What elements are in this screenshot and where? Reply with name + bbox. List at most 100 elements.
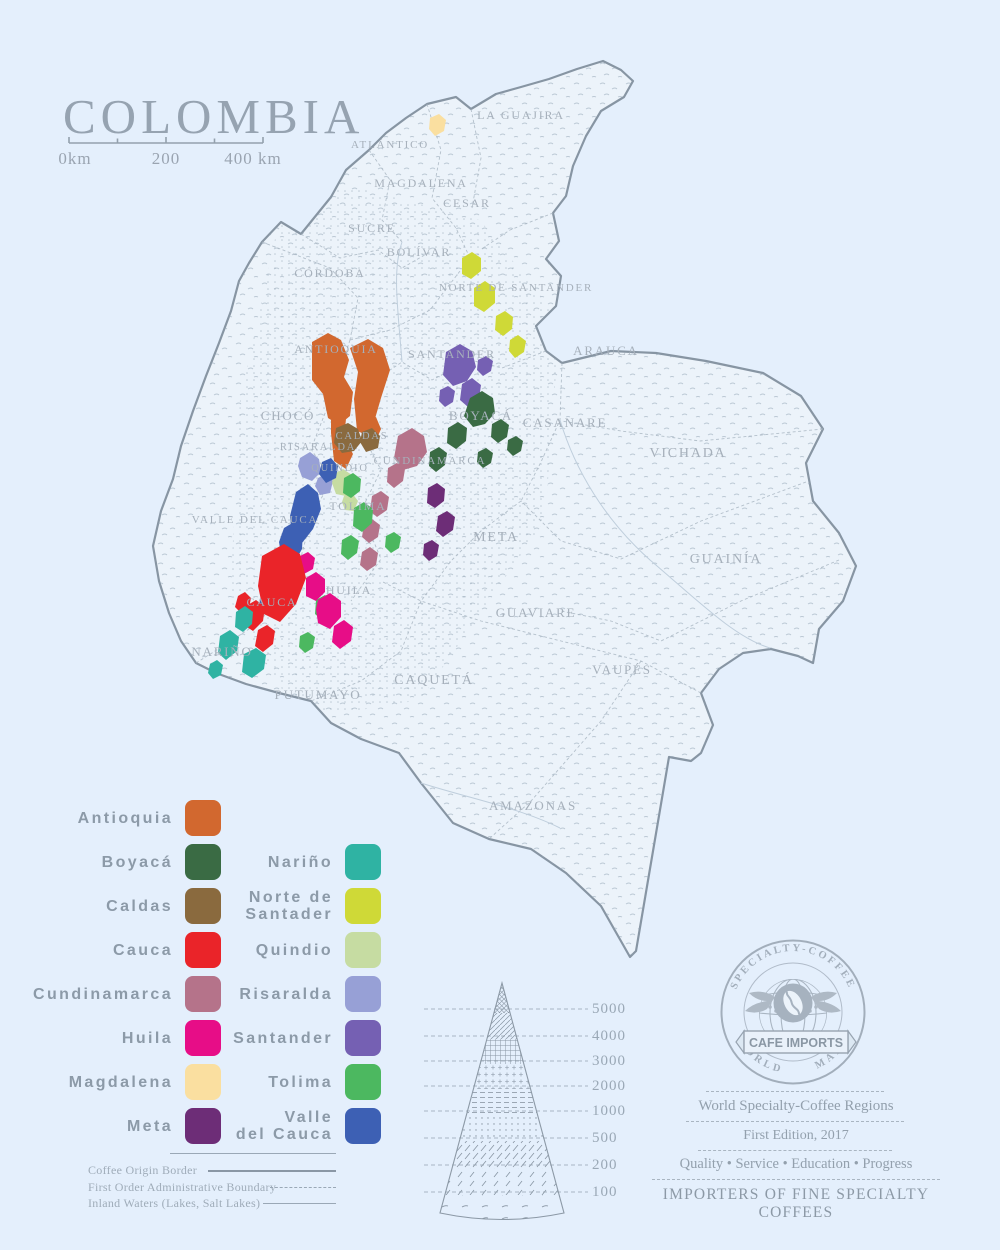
region-magdalena — [429, 114, 446, 136]
department-labels: ATLÁNTICO LA GUAJIRA MAGDALENA CESAR SUCRE BO… — [191, 108, 762, 813]
region-cauca — [235, 544, 306, 652]
imprint-separator — [652, 1179, 940, 1180]
map-label-antioquia: ANTIOQUIA — [294, 342, 378, 356]
coffee-leaves-icon — [745, 991, 841, 1013]
boundary-legend-label-origin: Coffee Origin Border — [88, 1163, 198, 1177]
cafe-imports-seal: SPECIALTY-COFFEE WORLD MAPS CAFE IMPORTS — [720, 939, 866, 1085]
legend-label-magdalena: Magdalena — [68, 1073, 173, 1091]
elevation-label-1000: 1000 — [592, 1103, 626, 1119]
legend-label-tolima: Tolima — [268, 1073, 333, 1091]
legend-swatch-cauca — [185, 932, 221, 968]
legend-swatch-santander — [345, 1020, 381, 1056]
scale-label-0: 0km — [58, 149, 91, 168]
legend-label-cundinamarca: Cundinamarca — [33, 985, 173, 1003]
map-label-huila: HUILA — [326, 583, 372, 597]
boundary-legend-line-water — [263, 1203, 336, 1204]
imprint-separator — [698, 1150, 892, 1151]
imprint-line-4: IMPORTERS OF FINE SPECIALTY COFFEES — [662, 1186, 930, 1221]
legend-swatch-antioquia — [185, 800, 221, 836]
map-label-risaralda: RISARALDA — [280, 442, 356, 453]
map-label-magdalena: MAGDALENA — [374, 176, 468, 190]
imprint-separator — [706, 1091, 884, 1092]
elevation-scale: 5000 4000 3000 2000 1000 500 200 100 — [424, 980, 626, 1221]
boundary-legend-label-water: Inland Waters (Lakes, Salt Lakes) — [88, 1196, 261, 1210]
legend-label-cauca: Cauca — [112, 941, 173, 959]
scale-label-200: 200 — [152, 149, 181, 168]
elevation-label-3000: 3000 — [592, 1053, 626, 1069]
boundary-legend-line-origin — [208, 1170, 336, 1172]
legend-swatch-narino — [345, 844, 381, 880]
imprint-separator — [686, 1121, 904, 1122]
map-label-tolima: TOLIMA — [329, 499, 386, 513]
legend-label-quindio: Quindio — [255, 941, 333, 959]
map-label-valle-del-cauca: VALLE DEL CAUCA — [192, 514, 319, 526]
legend-swatch-norte_de_santader — [345, 888, 381, 924]
legend-label-boyaca: Boyacá — [101, 853, 173, 871]
region-cundinamarca — [360, 428, 427, 571]
rivers — [396, 241, 771, 829]
map-label-cauca: CAUCA — [246, 595, 297, 609]
legend-swatch-risaralda — [345, 976, 381, 1012]
legend-label-santander: Santander — [233, 1029, 333, 1047]
elevation-label-100: 100 — [592, 1184, 618, 1200]
seal-inner-ring — [743, 962, 843, 1062]
seal-banner-text: CAFE IMPORTS — [749, 1035, 843, 1050]
legend-swatch-magdalena — [185, 1064, 221, 1100]
map-label-meta: META — [473, 530, 519, 545]
legend-label-risaralda: Risaralda — [239, 985, 333, 1003]
map-label-santander: SANTANDER — [408, 347, 496, 361]
boundary-legend-label-admin: First Order Administrative Boundary — [88, 1180, 277, 1194]
elevation-label-5000: 5000 — [592, 1001, 626, 1017]
legend-swatch-cundinamarca — [185, 976, 221, 1012]
region-norte-de-santader — [462, 252, 526, 358]
map-label-cesar: CESAR — [443, 196, 491, 210]
imprint-line-3: Quality • Service • Education • Progress — [679, 1156, 913, 1172]
scale-label-400: 400 km — [224, 149, 281, 168]
region-meta — [423, 483, 455, 561]
legend-label-caldas: Caldas — [106, 897, 173, 915]
map-label-caldas: CALDAS — [336, 431, 389, 442]
legend-label-narino: Nariño — [267, 853, 333, 871]
map-label-c-rdoba: CÓRDOBA — [294, 266, 365, 280]
map-label-casanare: CASANARE — [523, 415, 607, 430]
elevation-cone-outline — [439, 980, 565, 1221]
map-label-amazonas: AMAZONAS — [489, 798, 577, 813]
legend-label-antioquia: Antioquia — [77, 809, 173, 827]
map-label-cundinamarca: CUNDINAMARCA — [374, 455, 487, 467]
map-label-bol-var: BOLÍVAR — [387, 245, 451, 259]
region-huila — [298, 552, 353, 649]
elevation-label-4000: 4000 — [592, 1028, 626, 1044]
region-santander — [439, 344, 493, 407]
legend-swatch-valle_del_cauca — [345, 1108, 381, 1144]
legend-label-norte_de_santader: Norte de Santader — [245, 889, 333, 923]
region-boyaca — [429, 391, 523, 472]
boundary-legend-toprule — [170, 1153, 336, 1154]
map-label-quindio: QUINDIO — [311, 463, 369, 474]
map-label-caquet-: CAQUETÁ — [394, 671, 473, 688]
imprint-line-1: World Specialty-Coffee Regions — [698, 1098, 894, 1114]
seal-banner: CAFE IMPORTS — [735, 1029, 857, 1055]
map-label-nari-o: NARIÑO — [191, 644, 252, 659]
legend-label-huila: Huila — [121, 1029, 173, 1047]
elevation-label-200: 200 — [592, 1157, 618, 1173]
map-label-sucre: SUCRE — [348, 221, 396, 235]
legend-label-valle_del_cauca: Valle del Cauca — [235, 1109, 333, 1143]
seal-outer-ring — [720, 939, 866, 1085]
region-caldas — [334, 423, 380, 453]
scale-bar: 0km 200 400 km — [58, 137, 281, 168]
coffee-bean-icon — [773, 983, 813, 1023]
map-label-guaviare: GUAVIARE — [496, 605, 577, 620]
map-label-vichada: VICHADA — [649, 446, 726, 461]
region-risaralda — [298, 452, 333, 495]
colombia-landmass: ATLÁNTICO LA GUAJIRA MAGDALENA CESAR SUCRE BO… — [151, 59, 858, 959]
coffee-regions — [208, 114, 526, 679]
map-label-guain-a: GUAINÍA — [690, 550, 762, 567]
legend-swatch-caldas — [185, 888, 221, 924]
map-label-boyac-: BOYACÁ — [449, 408, 513, 423]
elevation-label-500: 500 — [592, 1130, 618, 1146]
legend-swatch-meta — [185, 1108, 221, 1144]
map-label-putumayo: PUTUMAYO — [275, 687, 362, 702]
boundary-legend-line-admin — [270, 1187, 336, 1188]
elevation-label-2000: 2000 — [592, 1078, 626, 1094]
